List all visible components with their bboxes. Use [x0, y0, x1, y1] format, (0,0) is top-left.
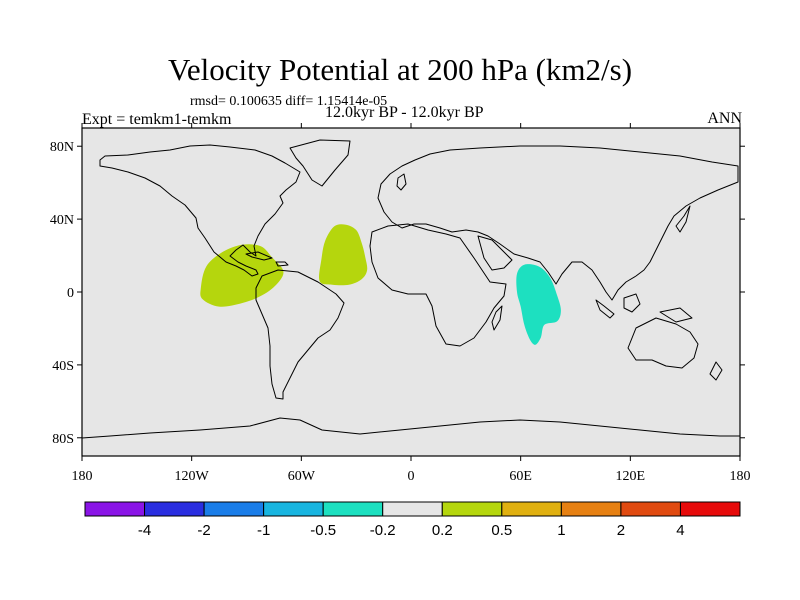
lon-tick-label: 120W — [175, 469, 210, 484]
lat-tick-label: 40N — [50, 213, 74, 228]
season-label: ANN — [707, 110, 742, 127]
colorbar-label: 0.2 — [432, 522, 453, 539]
colorbar-label: -4 — [138, 522, 151, 539]
colorbar-swatch — [620, 501, 681, 517]
colorbar-swatch — [501, 501, 562, 517]
colorbar-label: 4 — [676, 522, 684, 539]
colorbar-swatch — [263, 501, 324, 517]
coast-greenland — [289, 139, 351, 187]
colorbar-label: 2 — [617, 522, 625, 539]
colorbar-swatch — [322, 501, 384, 517]
longitude-axis: 180 120W 60W 0 60E 120E 180 — [72, 123, 751, 484]
lat-tick-label: 80S — [52, 432, 74, 447]
colorbar-swatch — [144, 501, 205, 517]
coast-new-guinea — [659, 307, 693, 323]
period-label: 12.0kyr BP - 12.0kyr BP — [325, 104, 484, 121]
map-background — [82, 128, 740, 456]
lon-tick-label: 180 — [72, 469, 93, 484]
coast-borneo — [623, 293, 641, 313]
plot-title: Velocity Potential at 200 hPa (km2/s) — [167, 52, 633, 87]
coastlines — [82, 139, 740, 439]
lon-tick-label: 60W — [288, 469, 316, 484]
coast-eurasia — [377, 145, 739, 301]
colorbar-swatch — [441, 501, 503, 517]
anomaly-layer — [200, 224, 561, 345]
coast-arabia — [477, 235, 513, 271]
lon-tick-label: 120E — [616, 469, 646, 484]
colorbar-swatch — [382, 501, 443, 517]
lat-tick-label: 80N — [50, 140, 74, 155]
colorbar: -4 -2 -1 -0.5 -0.2 0.2 0.5 1 2 4 — [84, 501, 741, 539]
colorbar-swatch — [679, 501, 741, 517]
coast-japan — [675, 205, 691, 233]
experiment-label: Expt = temkm1-temkm — [82, 111, 232, 128]
colorbar-label: -1 — [257, 522, 270, 539]
coast-new-zealand — [709, 361, 723, 381]
anomaly-atlantic-positive — [318, 224, 368, 286]
coast-antarctica — [82, 417, 740, 439]
coast-madagascar — [491, 305, 503, 331]
colorbar-swatch — [203, 501, 265, 517]
lon-tick-label: 0 — [408, 469, 415, 484]
colorbar-label: 0.5 — [491, 522, 512, 539]
colorbar-label: -2 — [197, 522, 210, 539]
lon-tick-label: 60E — [509, 469, 532, 484]
colorbar-label: -0.5 — [310, 522, 336, 539]
coast-cuba — [245, 251, 273, 261]
anomaly-indian-ocean-negative — [516, 264, 561, 345]
latitude-axis: 80N 40N 0 40S 80S — [50, 140, 745, 447]
colorbar-swatch — [560, 501, 622, 517]
colorbar-swatch — [84, 501, 146, 517]
colorbar-label: 1 — [557, 522, 565, 539]
coast-north-america — [99, 144, 301, 277]
coast-south-america — [255, 269, 345, 400]
coast-britain — [396, 173, 407, 191]
coast-sumatra — [595, 299, 615, 319]
coast-hispaniola — [275, 261, 289, 267]
lat-tick-label: 0 — [67, 286, 74, 301]
colorbar-label: -0.2 — [370, 522, 396, 539]
stats-line: rmsd= 0.100635 diff= 1.15414e-05 — [190, 94, 388, 109]
coast-africa — [369, 223, 507, 347]
lon-tick-label: 180 — [730, 469, 751, 484]
lat-tick-label: 40S — [52, 359, 74, 374]
coast-australia — [627, 317, 699, 369]
